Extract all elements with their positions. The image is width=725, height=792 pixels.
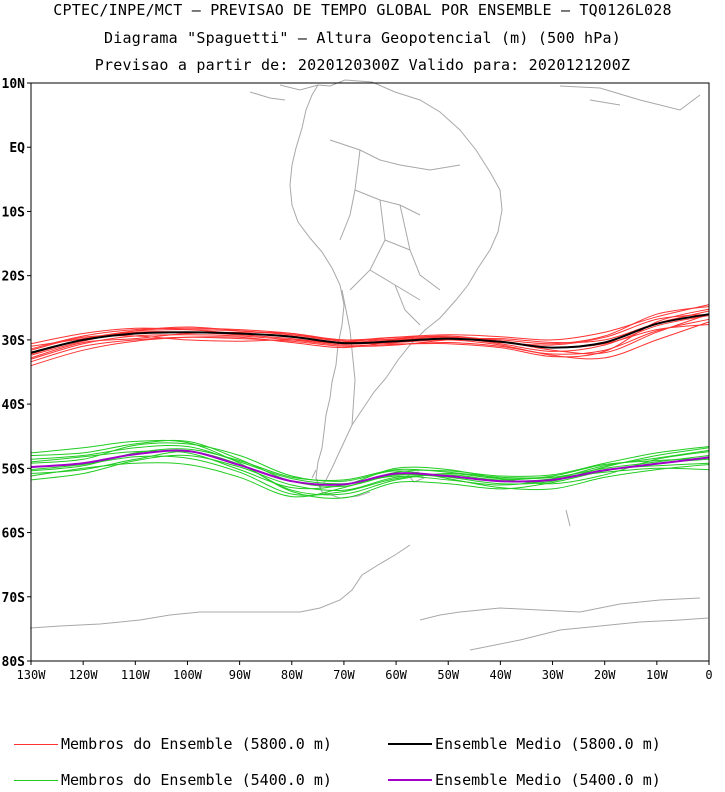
member-line-5800-7 [30, 315, 710, 359]
lat-tick-label: 20S [2, 270, 26, 285]
member-line-5800-3 [30, 306, 710, 356]
lon-tick-label: 110W [121, 668, 151, 682]
lat-tick-label: 80S [2, 655, 26, 670]
lat-tick-label: 10S [2, 205, 26, 220]
south-america-outline [289, 79, 503, 490]
lon-tick-label: 90W [229, 668, 251, 682]
legend-item-members-5400: Membros do Ensemble (5400.0 m) [14, 771, 332, 789]
member-line-5400-1 [30, 439, 710, 488]
legend-swatch-members-5800 [14, 743, 58, 745]
latitude-axis: 10N EQ 10S 20S 30S 40S 50S 60S 70S 80S [2, 77, 31, 670]
lon-tick-label: 10W [646, 668, 668, 682]
lat-tick-label: 40S [2, 398, 26, 413]
longitude-axis: 130W 120W 110W 100W 90W 80W 70W 60W 50W 40W 30W 20W… [17, 661, 713, 682]
member-line-5400-2 [30, 451, 710, 496]
legend-label-members-5400: Membros do Ensemble (5400.0 m) [61, 771, 332, 789]
lon-tick-label: 40W [490, 668, 512, 682]
lon-tick-label: 50W [437, 668, 459, 682]
member-line-5400-8 [30, 449, 710, 492]
coastline-basemap [29, 79, 709, 651]
lat-tick-label: 30S [2, 334, 26, 349]
member-line-5400-6 [30, 448, 710, 481]
legend-swatch-members-5400 [14, 779, 58, 781]
caribbean-islands [559, 85, 701, 111]
antarctica-interior-contour [469, 617, 709, 651]
lon-tick-label: 0 [705, 668, 712, 682]
legend-swatch-mean-5400 [388, 779, 432, 781]
member-line-5800-9 [30, 313, 710, 367]
header-title-line-3: Previsao a partir de: 2020120300Z Valido… [94, 56, 631, 74]
member-line-5400-10 [30, 455, 710, 496]
lon-tick-label: 60W [385, 668, 407, 682]
lat-tick-label: 70S [2, 591, 26, 606]
lat-tick-label: 50S [2, 462, 26, 477]
header-title-line-1: CPTEC/INPE/MCT – PREVISAO DE TEMPO GLOBA… [53, 1, 672, 19]
lon-tick-label: 100W [173, 668, 203, 682]
legend-item-mean-5800: Ensemble Medio (5800.0 m) [388, 735, 661, 753]
legend-item-members-5800: Membros do Ensemble (5800.0 m) [14, 735, 332, 753]
mean-line-5800 [30, 313, 710, 354]
member-line-5800-5 [30, 310, 710, 363]
legend-item-mean-5400: Ensemble Medio (5400.0 m) [388, 771, 661, 789]
country-borders [329, 139, 461, 426]
member-line-5400-3 [30, 442, 710, 491]
lat-tick-label: EQ [9, 141, 25, 156]
lat-tick-label: 10N [2, 77, 26, 92]
lon-tick-label: 20W [594, 668, 616, 682]
lon-tick-label: 30W [542, 668, 564, 682]
ensemble-mean-lines [30, 313, 710, 486]
legend-label-mean-5800: Ensemble Medio (5800.0 m) [435, 735, 661, 753]
lon-tick-label: 70W [333, 668, 355, 682]
legend-label-members-5800: Membros do Ensemble (5800.0 m) [61, 735, 332, 753]
map-frame [30, 82, 710, 662]
central-america-outline [249, 84, 319, 101]
lon-tick-label: 120W [69, 668, 99, 682]
header-title-line-2: Diagrama "Spaguetti" – Altura Geopotenci… [104, 29, 621, 47]
antarctica-coastline [29, 544, 701, 629]
south-sandwich-islands [565, 509, 571, 527]
mean-line-5400 [30, 449, 710, 486]
lat-tick-label: 60S [2, 527, 26, 542]
legend-swatch-mean-5800 [388, 743, 432, 745]
member-line-5800-6 [30, 313, 710, 355]
member-line-5400-7 [30, 450, 710, 490]
lon-tick-label: 80W [281, 668, 303, 682]
lon-tick-label: 130W [17, 668, 47, 682]
legend-label-mean-5400: Ensemble Medio (5400.0 m) [435, 771, 661, 789]
